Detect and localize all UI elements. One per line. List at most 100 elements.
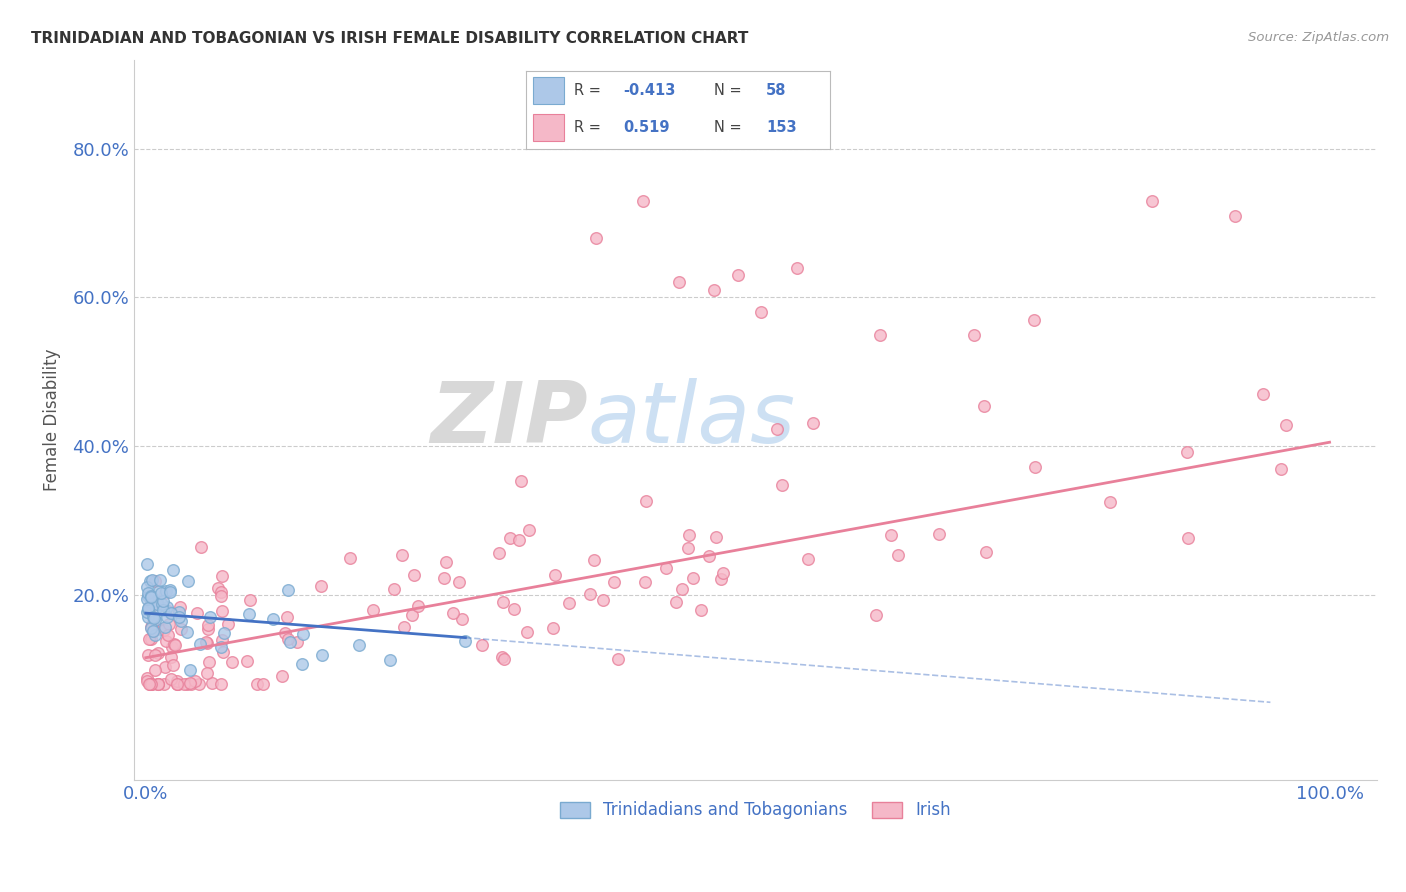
Point [157,628,180,642]
Text: Source: ZipAtlas.com: Source: ZipAtlas.com [1249,31,1389,45]
Point [156,604,179,618]
Point [517,523,540,537]
Point [145,594,167,608]
Point [167,610,190,624]
Point [869,327,891,342]
Point [141,620,163,634]
Point [262,612,284,626]
Point [141,590,163,604]
Point [668,276,690,290]
Point [880,527,903,541]
Point [157,617,180,632]
Point [558,596,581,610]
Point [471,638,494,652]
Point [441,606,464,620]
Point [166,674,188,689]
Point [187,676,209,690]
Point [544,567,567,582]
Point [209,589,232,603]
Point [166,676,188,690]
Point [339,551,361,566]
Point [141,618,163,632]
Point [401,608,423,623]
Point [170,614,193,628]
Point [176,676,198,690]
Point [277,632,299,646]
Point [786,260,808,275]
Point [1140,194,1163,208]
Point [503,602,526,616]
Point [155,600,177,615]
Point [292,627,315,641]
Point [211,640,233,654]
Point [186,606,208,620]
Point [392,620,415,634]
Text: ZIP: ZIP [430,378,588,461]
Point [631,194,654,208]
Point [155,610,177,624]
Point [1223,209,1246,223]
Point [201,676,224,690]
Point [492,595,515,609]
Point [578,587,600,601]
Point [765,422,787,436]
Point [145,592,167,607]
Point [703,283,725,297]
Point [212,626,235,640]
Point [973,400,995,414]
Point [510,475,533,489]
Point [159,582,181,597]
Point [149,585,172,599]
Point [491,649,513,664]
Point [236,654,259,668]
Point [136,671,159,685]
Point [143,648,166,662]
Point [139,676,162,690]
Text: TRINIDADIAN AND TOBAGONIAN VS IRISH FEMALE DISABILITY CORRELATION CHART: TRINIDADIAN AND TOBAGONIAN VS IRISH FEMA… [31,31,748,46]
Point [585,231,607,245]
Point [166,676,188,690]
Point [170,622,193,636]
Point [221,655,243,669]
Point [160,640,183,655]
Point [211,569,233,583]
Point [148,676,170,690]
Point [770,478,793,492]
Point [152,594,174,608]
Point [245,676,267,690]
Point [163,637,186,651]
Point [136,648,159,662]
Point [928,527,950,541]
Point [194,634,217,648]
Point [139,676,162,690]
Point [404,567,426,582]
Point [291,657,314,672]
Point [634,493,657,508]
Point [142,610,165,624]
Point [136,558,159,572]
Point [176,625,198,640]
Point [146,676,169,690]
Point [690,603,713,617]
Point [1175,445,1198,459]
Point [163,638,186,652]
Point [713,566,735,580]
Point [136,586,159,600]
Point [209,676,232,690]
Point [516,624,538,639]
Point [159,585,181,599]
Point [184,673,207,688]
Point [138,601,160,615]
Point [488,545,510,559]
Point [143,611,166,625]
Point [148,584,170,599]
Point [634,574,657,589]
Point [603,575,626,590]
Point [179,676,201,690]
Point [433,571,456,585]
Point [167,605,190,619]
Point [665,595,688,609]
Point [136,589,159,603]
Point [173,676,195,690]
Point [406,599,429,614]
